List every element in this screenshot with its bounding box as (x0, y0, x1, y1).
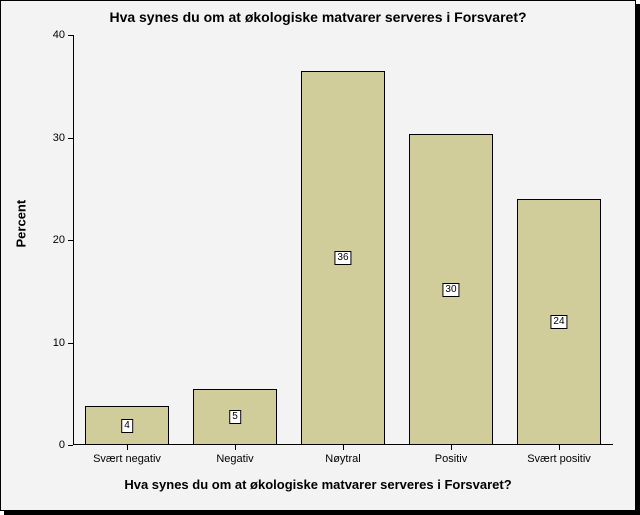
bar-value-label: 36 (334, 251, 351, 265)
x-tick (451, 445, 452, 450)
x-tick-label: Svært positiv (527, 453, 591, 465)
bar-value-label: 24 (550, 315, 567, 329)
x-tick-label: Negativ (216, 453, 253, 465)
bar-value-label: 5 (229, 410, 241, 424)
x-tick (343, 445, 344, 450)
bar-value-label: 4 (121, 419, 133, 433)
x-axis-label: Hva synes du om at økologiske matvarer s… (1, 477, 635, 492)
y-tick-label: 20 (35, 234, 65, 246)
y-tick (68, 138, 73, 139)
y-tick (68, 240, 73, 241)
chart-container: Hva synes du om at økologiske matvarer s… (0, 0, 636, 511)
x-tick (127, 445, 128, 450)
bar: 5 (193, 389, 277, 445)
y-tick (68, 35, 73, 36)
y-tick-label: 30 (35, 132, 65, 144)
bar: 30 (409, 134, 493, 445)
x-tick-label: Positiv (435, 453, 467, 465)
y-tick (68, 343, 73, 344)
drop-shadow-right (636, 4, 640, 515)
x-tick-label: Svært negativ (93, 453, 161, 465)
x-tick (235, 445, 236, 450)
bar: 24 (517, 199, 601, 445)
bar: 4 (85, 406, 169, 445)
x-tick (559, 445, 560, 450)
x-tick-label: Nøytral (325, 453, 360, 465)
y-tick-label: 10 (35, 337, 65, 349)
y-tick-label: 0 (35, 439, 65, 451)
bar: 36 (301, 71, 385, 445)
bar-value-label: 30 (442, 283, 459, 297)
y-tick (68, 445, 73, 446)
drop-shadow-bottom (4, 511, 640, 515)
y-axis-label: Percent (14, 228, 29, 248)
y-tick-label: 40 (35, 29, 65, 41)
chart-title: Hva synes du om at økologiske matvarer s… (1, 9, 635, 25)
